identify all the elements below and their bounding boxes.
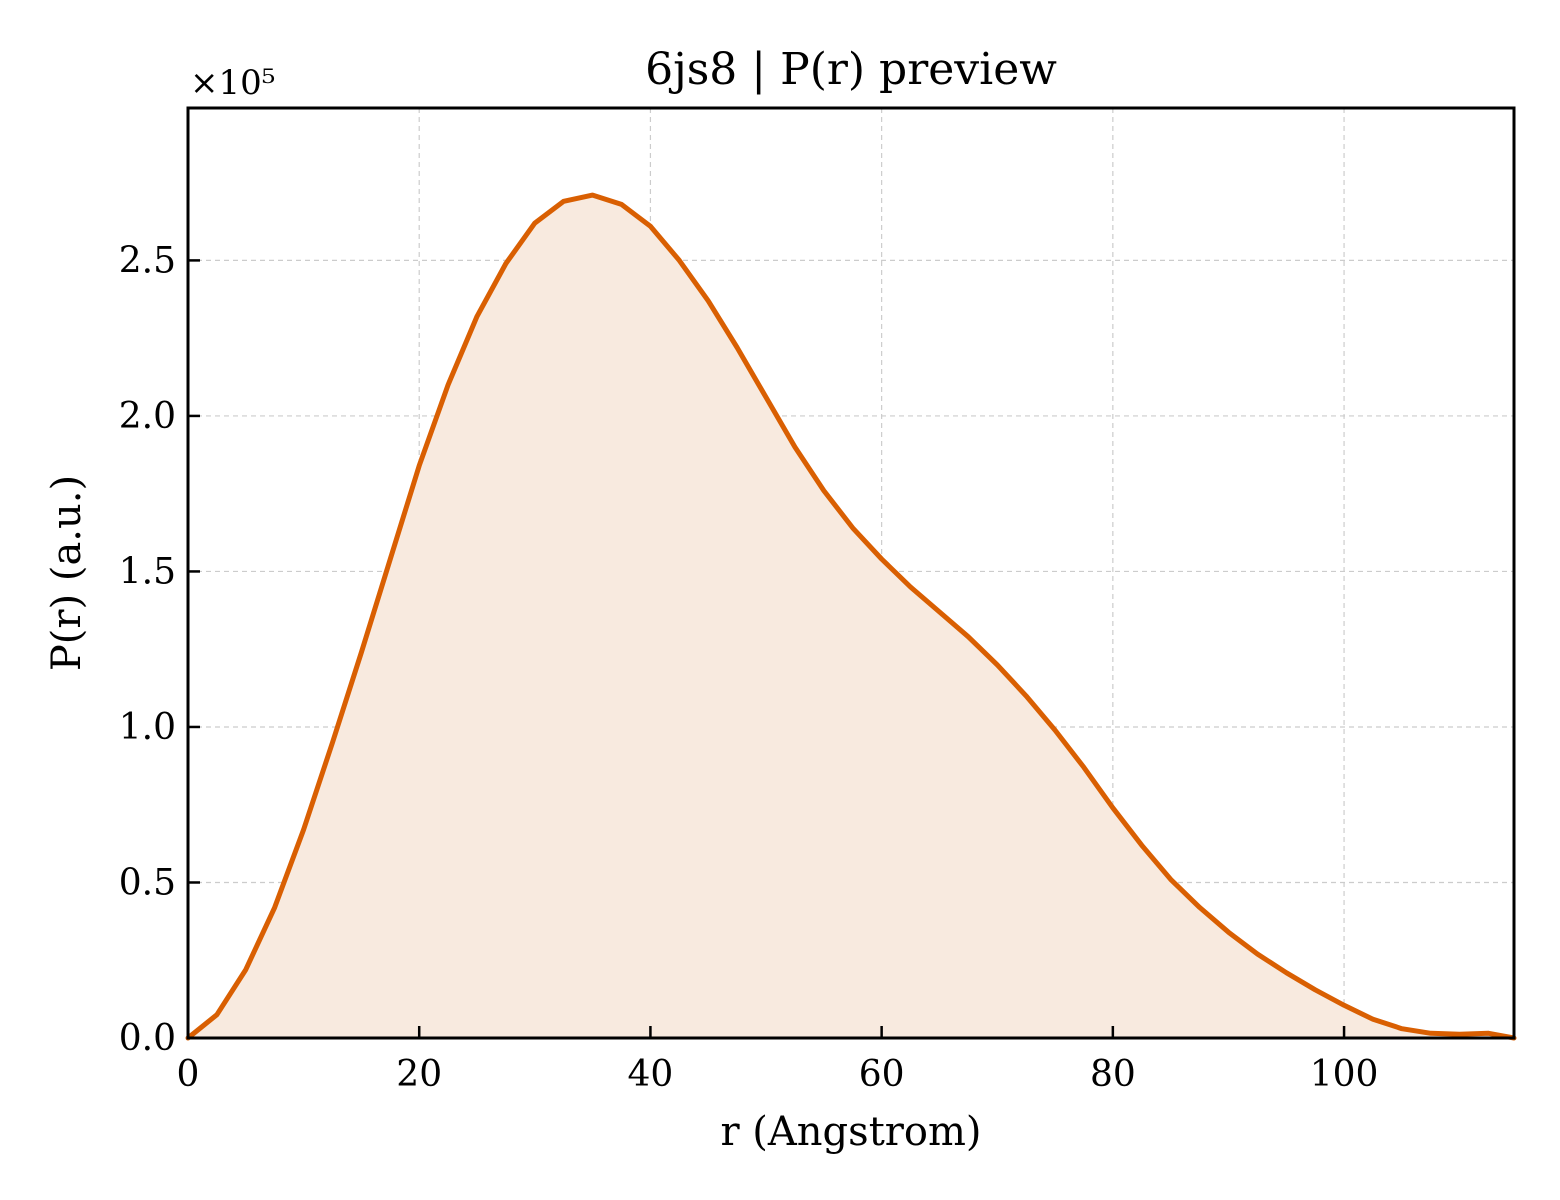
y-tick-label: 0.5 — [119, 862, 176, 903]
x-tick-label: 20 — [396, 1054, 442, 1095]
x-tick-label: 100 — [1310, 1054, 1379, 1095]
y-tick-label: 1.5 — [119, 551, 176, 592]
x-tick-label: 40 — [628, 1054, 674, 1095]
tick-layer: 0 20 40 60 80 100 0.0 0.5 1.0 1.5 2.0 2.5 — [119, 240, 1379, 1095]
x-axis-label: r (Angstrom) — [720, 1109, 981, 1155]
y-tick-label: 2.0 — [119, 396, 176, 437]
y-axis-offset-label: ×10⁵ — [190, 63, 275, 103]
pr-area-fill — [188, 195, 1514, 1039]
pr-series-line — [185, 192, 1517, 1041]
chart-title: 6js8 | P(r) preview — [645, 44, 1057, 95]
x-tick-label: 80 — [1090, 1054, 1136, 1095]
x-tick-label: 60 — [859, 1054, 905, 1095]
x-tick-label: 0 — [177, 1054, 200, 1095]
plot-frame — [186, 106, 1516, 1040]
y-tick-label: 1.0 — [119, 707, 176, 748]
y-axis-label: P(r) (a.u.) — [44, 475, 90, 671]
y-tick-label: 2.5 — [119, 240, 176, 281]
y-tick-label: 0.0 — [119, 1018, 176, 1059]
